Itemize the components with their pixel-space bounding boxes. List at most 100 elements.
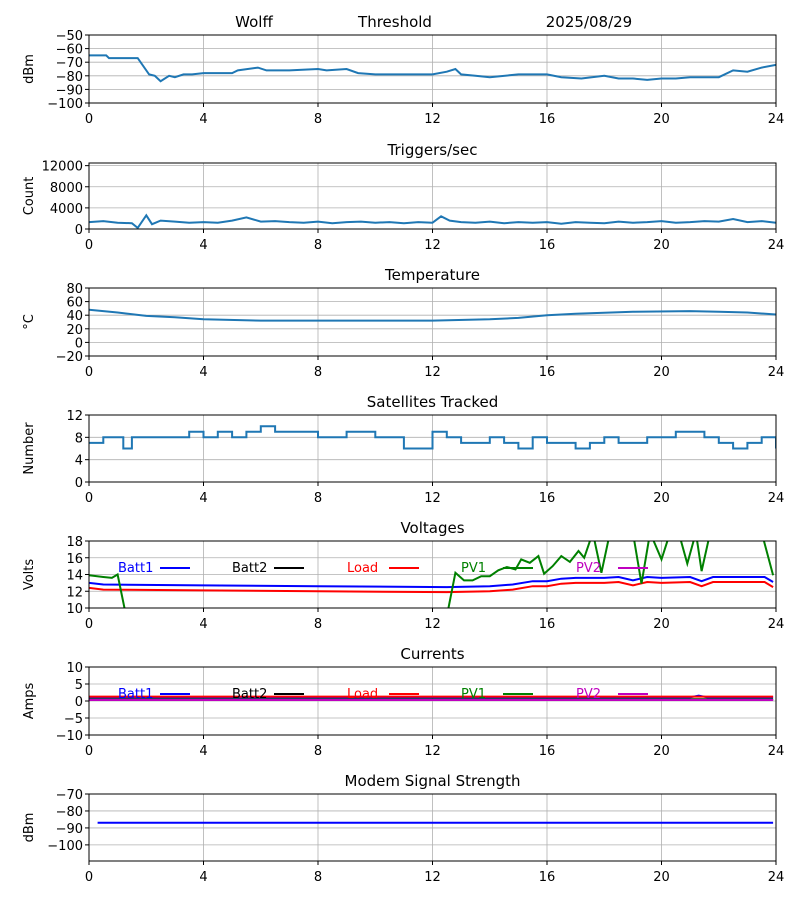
x-tick-label: 12 bbox=[424, 617, 441, 632]
legend-label: Batt1 bbox=[118, 687, 153, 702]
y-tick-label: 4 bbox=[75, 454, 83, 469]
x-tick-label: 12 bbox=[424, 744, 441, 759]
x-tick-label: 8 bbox=[314, 870, 322, 885]
subplot-1: 0 4 8 12 16 20 24 0 4000 8000 12000 Triggers/sec Cou… bbox=[22, 141, 784, 253]
x-tick-label: 16 bbox=[539, 365, 556, 380]
series-line bbox=[89, 213, 776, 229]
x-tick-label: 0 bbox=[85, 491, 93, 506]
y-tick-label: 18 bbox=[66, 535, 83, 550]
subplot-6: 0 4 8 12 16 20 24 −70 −80 −90 −100 Modem Signal Str… bbox=[22, 772, 784, 885]
x-tick-label: 12 bbox=[424, 112, 441, 127]
y-tick-label: 40 bbox=[66, 309, 83, 324]
legend-label: PV1 bbox=[461, 561, 486, 576]
y-tick-label: 12000 bbox=[42, 160, 83, 175]
y-tick-label: 5 bbox=[75, 678, 83, 693]
y-axis-label: Number bbox=[22, 422, 37, 475]
y-tick-label: 14 bbox=[66, 569, 83, 584]
y-tick-label: 4000 bbox=[50, 202, 83, 217]
legend-label: Batt2 bbox=[232, 687, 267, 702]
x-tick-label: 20 bbox=[653, 491, 670, 506]
subplot-title: Currents bbox=[400, 645, 464, 663]
subplot-title: Modem Signal Strength bbox=[345, 772, 521, 790]
y-tick-label: 0 bbox=[75, 695, 83, 710]
x-tick-label: 20 bbox=[653, 365, 670, 380]
x-tick-label: 24 bbox=[768, 617, 785, 632]
axes-frame bbox=[88, 287, 777, 357]
axes-frame bbox=[88, 666, 777, 736]
y-axis-label: °C bbox=[22, 314, 37, 330]
x-tick-label: 20 bbox=[653, 112, 670, 127]
subplot-title: Voltages bbox=[400, 519, 464, 537]
x-tick-label: 4 bbox=[199, 870, 207, 885]
x-tick-label: 24 bbox=[768, 238, 785, 253]
x-tick-label: 20 bbox=[653, 870, 670, 885]
y-tick-label: 12 bbox=[66, 585, 83, 600]
legend-label: PV2 bbox=[576, 687, 601, 702]
header-left: Wolff bbox=[235, 13, 273, 31]
y-tick-label: 10 bbox=[66, 661, 83, 676]
y-axis-label: Volts bbox=[22, 559, 37, 591]
x-tick-label: 8 bbox=[314, 617, 322, 632]
x-tick-label: 12 bbox=[424, 870, 441, 885]
y-tick-label: −100 bbox=[47, 839, 83, 854]
subplot-title: Temperature bbox=[384, 266, 480, 284]
x-tick-label: 24 bbox=[768, 744, 785, 759]
header-right: 2025/08/29 bbox=[546, 13, 632, 31]
x-tick-label: 16 bbox=[539, 617, 556, 632]
x-tick-label: 0 bbox=[85, 870, 93, 885]
x-tick-label: 4 bbox=[199, 744, 207, 759]
x-tick-label: 12 bbox=[424, 238, 441, 253]
y-tick-label: −80 bbox=[56, 70, 83, 85]
x-tick-label: 8 bbox=[314, 238, 322, 253]
x-tick-label: 16 bbox=[539, 744, 556, 759]
x-tick-label: 16 bbox=[539, 491, 556, 506]
y-tick-label: −20 bbox=[56, 350, 83, 365]
axes-frame bbox=[88, 34, 777, 104]
x-tick-label: 16 bbox=[539, 112, 556, 127]
axes-frame bbox=[88, 162, 777, 230]
y-tick-label: −80 bbox=[56, 805, 83, 820]
subplot-3: 0 4 8 12 16 20 24 12 8 4 0 Satellites Tracked Number bbox=[22, 393, 784, 506]
x-tick-label: 24 bbox=[768, 365, 785, 380]
legend-label: Load bbox=[347, 561, 378, 576]
y-axis-label: Amps bbox=[22, 682, 37, 719]
y-tick-label: −10 bbox=[56, 729, 83, 744]
x-tick-label: 0 bbox=[85, 744, 93, 759]
y-axis-label: Count bbox=[22, 177, 37, 216]
series-line-load bbox=[89, 580, 774, 594]
y-tick-label: 8000 bbox=[50, 181, 83, 196]
subplot-title: Satellites Tracked bbox=[367, 393, 498, 411]
y-tick-label: 0 bbox=[75, 476, 83, 491]
x-tick-label: 24 bbox=[768, 491, 785, 506]
y-tick-label: −70 bbox=[56, 56, 83, 71]
subplot-5: 0 4 8 12 16 20 24 10 5 0 −5 −10 Currents Amps Batt1 Bat… bbox=[22, 645, 784, 759]
x-tick-label: 20 bbox=[653, 744, 670, 759]
x-tick-label: 4 bbox=[199, 238, 207, 253]
axes-frame bbox=[88, 540, 777, 609]
series-line-batt1 bbox=[89, 575, 774, 589]
x-tick-label: 20 bbox=[653, 617, 670, 632]
header-middle: Threshold bbox=[357, 13, 432, 31]
x-tick-label: 0 bbox=[85, 365, 93, 380]
legend-label: Batt1 bbox=[118, 561, 153, 576]
y-tick-label: 20 bbox=[66, 323, 83, 338]
y-tick-label: 0 bbox=[75, 223, 83, 238]
x-tick-label: 4 bbox=[199, 491, 207, 506]
x-tick-label: 12 bbox=[424, 491, 441, 506]
x-tick-label: 0 bbox=[85, 617, 93, 632]
y-axis-label: dBm bbox=[22, 813, 37, 843]
legend-label: Load bbox=[347, 687, 378, 702]
y-tick-label: 10 bbox=[66, 602, 83, 617]
x-tick-label: 8 bbox=[314, 112, 322, 127]
legend-label: PV1 bbox=[461, 687, 486, 702]
x-tick-label: 8 bbox=[314, 744, 322, 759]
y-tick-label: −5 bbox=[64, 712, 83, 727]
x-tick-label: 16 bbox=[539, 870, 556, 885]
series-line bbox=[89, 308, 776, 322]
legend-label: Batt2 bbox=[232, 561, 267, 576]
x-tick-label: 4 bbox=[199, 365, 207, 380]
x-tick-label: 8 bbox=[314, 365, 322, 380]
subplot-0: 0 4 8 12 16 20 24 −50−60−70−80−90−100 dBm bbox=[22, 29, 784, 127]
x-tick-label: 16 bbox=[539, 238, 556, 253]
